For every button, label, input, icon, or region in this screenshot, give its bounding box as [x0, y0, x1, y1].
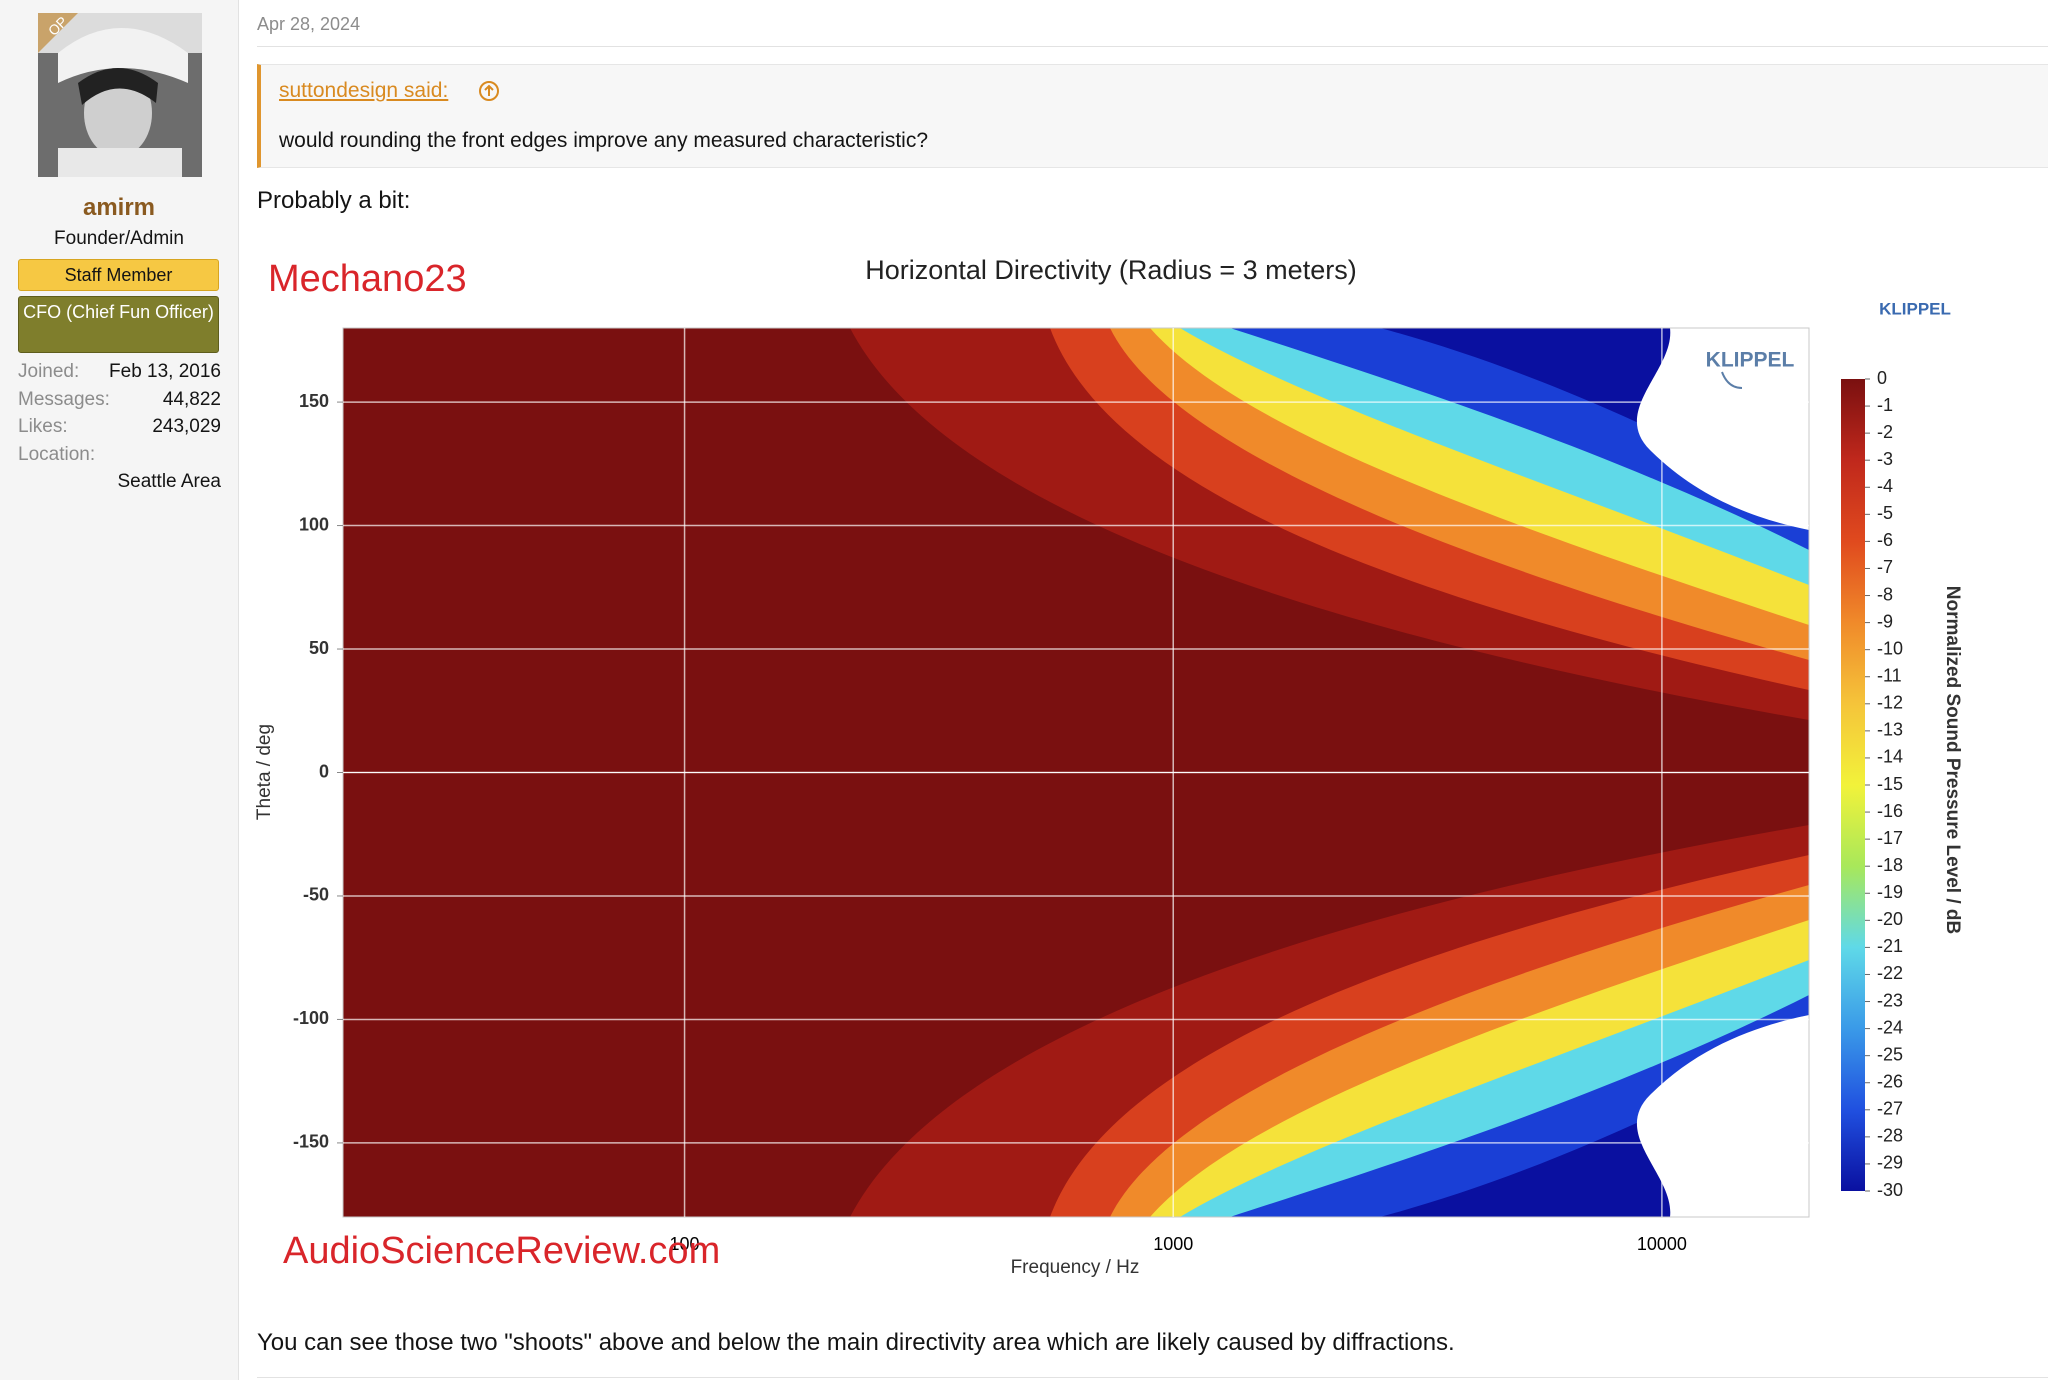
cfo-banner: CFO (Chief Fun Officer) — [18, 296, 219, 353]
colorbar-tick-label: -16 — [1877, 801, 1903, 821]
colorbar-tick-label: -11 — [1877, 665, 1902, 685]
colorbar-tick-label: -22 — [1877, 963, 1903, 983]
y-tick-label: 150 — [299, 391, 329, 411]
colorbar-tick-label: -28 — [1877, 1126, 1903, 1146]
watermark: Mechano23 — [268, 258, 467, 300]
colorbar-tick-label: -9 — [1877, 611, 1893, 631]
colorbar-tick-label: -8 — [1877, 584, 1893, 604]
colorbar-tick-label: -1 — [1877, 395, 1893, 415]
colorbar-tick-label: -14 — [1877, 747, 1903, 767]
divider — [257, 1377, 2048, 1378]
colorbar-tick-label: -24 — [1877, 1017, 1903, 1037]
colorbar-tick-label: -13 — [1877, 720, 1903, 740]
stat-value: 243,029 — [152, 416, 221, 437]
contour-half — [343, 773, 1809, 1217]
colorbar-tick-label: -4 — [1877, 476, 1893, 496]
quote-author[interactable]: suttondesign said: — [279, 79, 449, 102]
watermark: AudioScienceReview.com — [283, 1230, 720, 1272]
stat-label: Joined: — [18, 361, 80, 382]
colorbar-label: Normalized Sound Pressure Level / dB — [1942, 586, 1963, 934]
y-tick-label: -100 — [293, 1008, 329, 1028]
stat-label: Messages: — [18, 389, 110, 410]
y-tick-label: -150 — [293, 1132, 329, 1152]
divider — [257, 46, 2048, 47]
x-tick-label: 100 — [670, 1234, 700, 1254]
colorbar-tick-label: -30 — [1877, 1180, 1903, 1200]
logo-arc — [1721, 371, 1743, 389]
colorbar-tick-label: -27 — [1877, 1099, 1903, 1119]
colorbar-tick-label: -19 — [1877, 882, 1903, 902]
stat-label: Location: — [18, 444, 96, 465]
colorbar-tick-label: -12 — [1877, 693, 1903, 713]
quote-text: would rounding the front edges improve a… — [279, 129, 929, 152]
x-tick-label: 1000 — [1153, 1234, 1193, 1254]
colorbar-tick-label: -18 — [1877, 855, 1903, 875]
post-text: You can see those two "shoots" above and… — [257, 1329, 1455, 1356]
quote-block: suttondesign said: would rounding the fr… — [257, 64, 2048, 168]
colorbar-tick-label: -29 — [1877, 1153, 1903, 1173]
stat-value: Feb 13, 2016 — [109, 361, 221, 382]
quote-arrow-icon[interactable] — [477, 79, 501, 103]
colorbar-tick-label: -23 — [1877, 990, 1903, 1010]
chart-title: Horizontal Directivity (Radius = 3 meter… — [865, 255, 1356, 285]
colorbar-tick-label: 0 — [1877, 368, 1887, 388]
y-axis-label: Theta / deg — [254, 724, 275, 820]
x-axis-label: Frequency / Hz — [1011, 1257, 1140, 1278]
colorbar-tick-label: -5 — [1877, 503, 1893, 523]
colorbar-tick-label: -10 — [1877, 638, 1903, 658]
user-role: Founder/Admin — [54, 228, 184, 249]
stat-value: 44,822 — [162, 389, 221, 410]
x-tick-label: 10000 — [1637, 1234, 1687, 1254]
contour-half — [343, 328, 1809, 772]
y-tick-label: 50 — [309, 638, 329, 658]
staff-banner: Staff Member — [18, 259, 219, 291]
colorbar — [1841, 379, 1865, 1191]
stat-label: Likes: — [18, 416, 68, 437]
post-text: Probably a bit: — [257, 187, 411, 214]
colorbar-tick-label: -26 — [1877, 1071, 1903, 1091]
y-tick-label: 100 — [299, 514, 329, 534]
colorbar-tick-label: -17 — [1877, 828, 1903, 848]
colorbar-tick-label: -2 — [1877, 422, 1893, 442]
y-tick-label: 0 — [319, 761, 329, 781]
stat-value: Seattle Area — [117, 471, 221, 492]
brand: KLIPPEL — [1879, 299, 1951, 318]
logo: KLIPPEL — [1706, 349, 1795, 372]
user-sidebar: OP amirm Founder/Admin Staff Member CFO … — [0, 0, 239, 1380]
colorbar-tick-label: -25 — [1877, 1044, 1903, 1064]
colorbar-tick-label: -3 — [1877, 449, 1893, 469]
colorbar-tick-label: -7 — [1877, 557, 1893, 577]
avatar[interactable]: OP — [38, 13, 202, 177]
username[interactable]: amirm — [82, 194, 156, 221]
colorbar-tick-label: -21 — [1877, 936, 1903, 956]
y-tick-label: -50 — [303, 885, 329, 905]
colorbar-tick-label: -6 — [1877, 530, 1893, 550]
colorbar-tick-label: -20 — [1877, 909, 1903, 929]
colorbar-tick-label: -15 — [1877, 774, 1903, 794]
post-date[interactable]: Apr 28, 2024 — [257, 14, 361, 34]
